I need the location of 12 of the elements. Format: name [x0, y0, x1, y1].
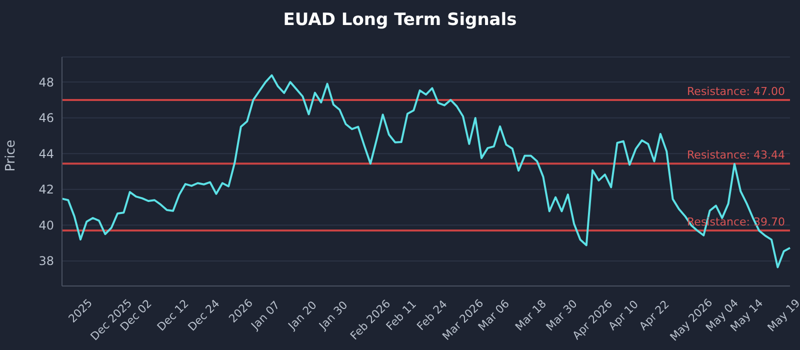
line-series: [61, 74, 791, 268]
y-tick-label: 46: [38, 111, 54, 126]
y-tick-label: 44: [38, 146, 54, 161]
y-tick-label: 40: [38, 218, 54, 232]
ref-line-label: Resistance: 43.44: [687, 148, 785, 162]
x-tick-label: Apr 22: [636, 298, 672, 333]
chart-title: EUAD Long Term Signals: [282, 9, 518, 32]
ref-line-label: Resistance: 47.00: [687, 84, 785, 98]
y-tick-label: 38: [38, 254, 54, 268]
y-axis-title: Price: [4, 140, 19, 172]
y-tick-label: 42: [38, 182, 54, 197]
y-tick-label: 48: [38, 75, 54, 90]
